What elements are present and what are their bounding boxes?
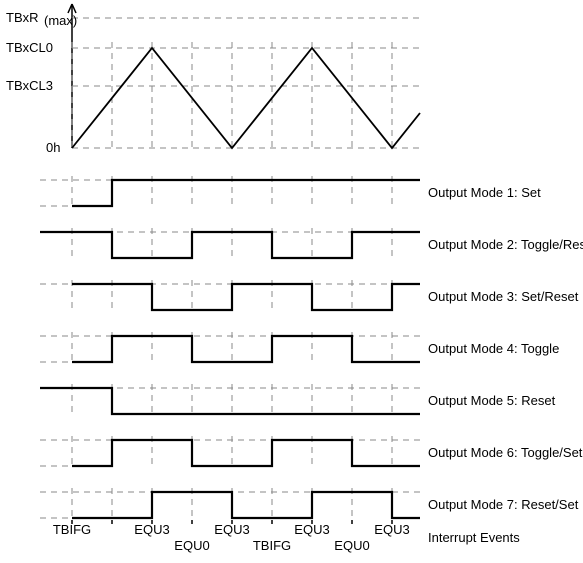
waveform-6 — [72, 492, 420, 518]
waveform-0 — [72, 180, 420, 206]
mode-label-0: Output Mode 1: Set — [428, 185, 541, 200]
mode-label-4: Output Mode 5: Reset — [428, 393, 556, 408]
evt1-2: EQU3 — [134, 522, 169, 537]
waveform-3 — [72, 336, 420, 362]
evt2-3: EQU0 — [174, 538, 209, 553]
lbl-zero: 0h — [46, 140, 60, 155]
lbl-cl0: TBxCL0 — [6, 40, 53, 55]
mode-label-5: Output Mode 6: Toggle/Set — [428, 445, 583, 460]
lbl-max-sub: (max) — [44, 13, 77, 28]
lbl-cl3: TBxCL3 — [6, 78, 53, 93]
mode-label-1: Output Mode 2: Toggle/Reset — [428, 237, 583, 252]
mode-label-2: Output Mode 3: Set/Reset — [428, 289, 579, 304]
waveform-2 — [72, 284, 420, 310]
waveform-1 — [72, 232, 420, 258]
evt1-0: TBIFG — [53, 522, 91, 537]
evt1-6: EQU3 — [294, 522, 329, 537]
evt1-8: EQU3 — [374, 522, 409, 537]
evt1-4: EQU3 — [214, 522, 249, 537]
waveform-4 — [72, 388, 420, 414]
waveform-5 — [72, 440, 420, 466]
interrupt-events-label: Interrupt Events — [428, 530, 520, 545]
mode-label-3: Output Mode 4: Toggle — [428, 341, 559, 356]
mode-label-6: Output Mode 7: Reset/Set — [428, 497, 579, 512]
evt2-5: TBIFG — [253, 538, 291, 553]
counter-triangle — [72, 48, 420, 148]
lbl-max: TBxR — [6, 10, 39, 25]
evt2-7: EQU0 — [334, 538, 369, 553]
